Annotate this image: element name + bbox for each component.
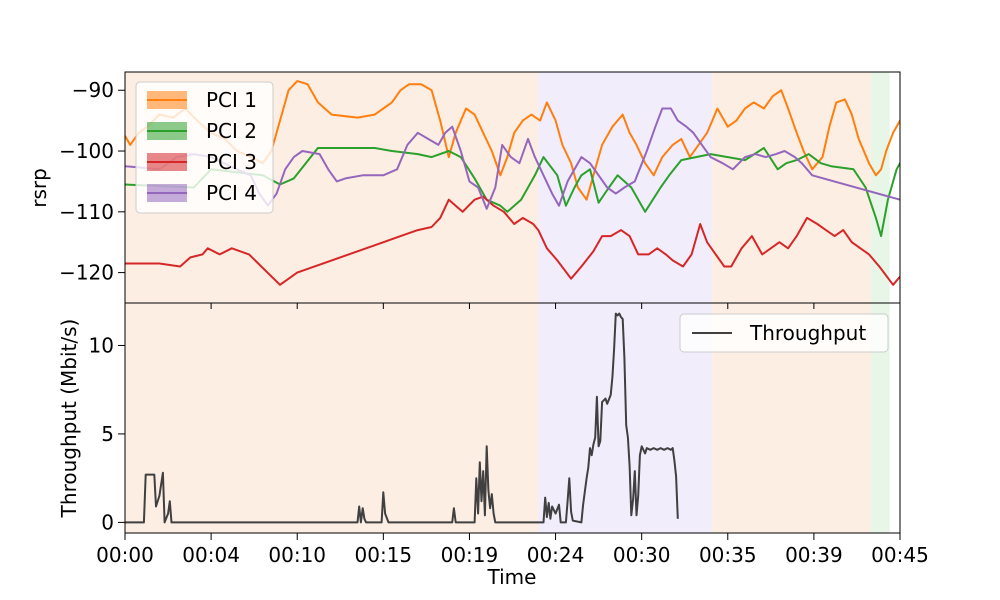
x-tick-label: 00:39 — [785, 543, 843, 567]
rsrp-y-tick-label: −100 — [59, 139, 114, 163]
legend-label-pci-1: PCI 1 — [206, 88, 257, 112]
series-pci-3-line — [125, 195, 900, 286]
x-tick-label: 00:00 — [96, 543, 154, 567]
x-tick-label: 00:04 — [182, 543, 240, 567]
serving-band-pci-2-3 — [870, 72, 890, 303]
serving-band-pci-1-2 — [712, 72, 871, 303]
legend-label-pci-3: PCI 3 — [206, 150, 257, 174]
throughput-legend: Throughput — [679, 313, 889, 353]
bottom-axes-frame — [124, 302, 901, 534]
series-throughput-line — [125, 312, 679, 524]
x-tick-label: 00:45 — [871, 543, 929, 567]
series-pci-4-line — [125, 107, 900, 210]
rsrp-y-tick-label: −90 — [72, 78, 114, 102]
series-pci-2-line — [125, 147, 900, 238]
x-tick-label: 00:30 — [613, 543, 671, 567]
rsrp-legend-box — [135, 81, 274, 214]
throughput-legend-box — [679, 313, 889, 353]
throughput-y-tick-label: 0 — [101, 510, 114, 534]
rsrp-legend: PCI 1 PCI 2 PCI 3 PCI 4 — [135, 81, 274, 214]
rsrp-plot-area — [125, 80, 900, 286]
legend-label-throughput: Throughput — [749, 321, 866, 345]
x-tick-label: 00:19 — [441, 543, 499, 567]
bottom-serving-cell-bands — [125, 303, 890, 533]
rsrp-y-axis-label: rsrp — [27, 168, 51, 208]
throughput-plot-area — [125, 312, 679, 524]
series-pci-1-line — [125, 80, 900, 201]
x-tick-label: 00:15 — [355, 543, 413, 567]
x-tick-label: 00:24 — [527, 543, 585, 567]
throughput-y-tick-label: 10 — [89, 333, 114, 357]
throughput-y-tick-label: 5 — [101, 422, 114, 446]
time-x-axis: 00:00 00:04 00:10 00:15 00:19 00:24 00:30 00:35… — [96, 303, 929, 567]
x-tick-label: 00:10 — [268, 543, 326, 567]
legend-label-pci-2: PCI 2 — [206, 119, 257, 143]
x-tick-label: 00:35 — [699, 543, 757, 567]
throughput-y-axis-label: Throughput (Mbit/s) — [57, 319, 81, 519]
throughput-y-axis: 0 5 10 — [89, 333, 125, 534]
rsrp-y-axis: −90 −100 −110 −120 — [59, 78, 125, 285]
rsrp-y-tick-label: −110 — [59, 200, 114, 224]
serving-band-pci-2-3 — [870, 303, 890, 533]
rsrp-y-tick-label: −120 — [59, 261, 114, 285]
serving-band-pci-1-0 — [125, 303, 539, 533]
time-x-axis-label: Time — [487, 565, 537, 589]
legend-label-pci-4: PCI 4 — [206, 181, 257, 205]
